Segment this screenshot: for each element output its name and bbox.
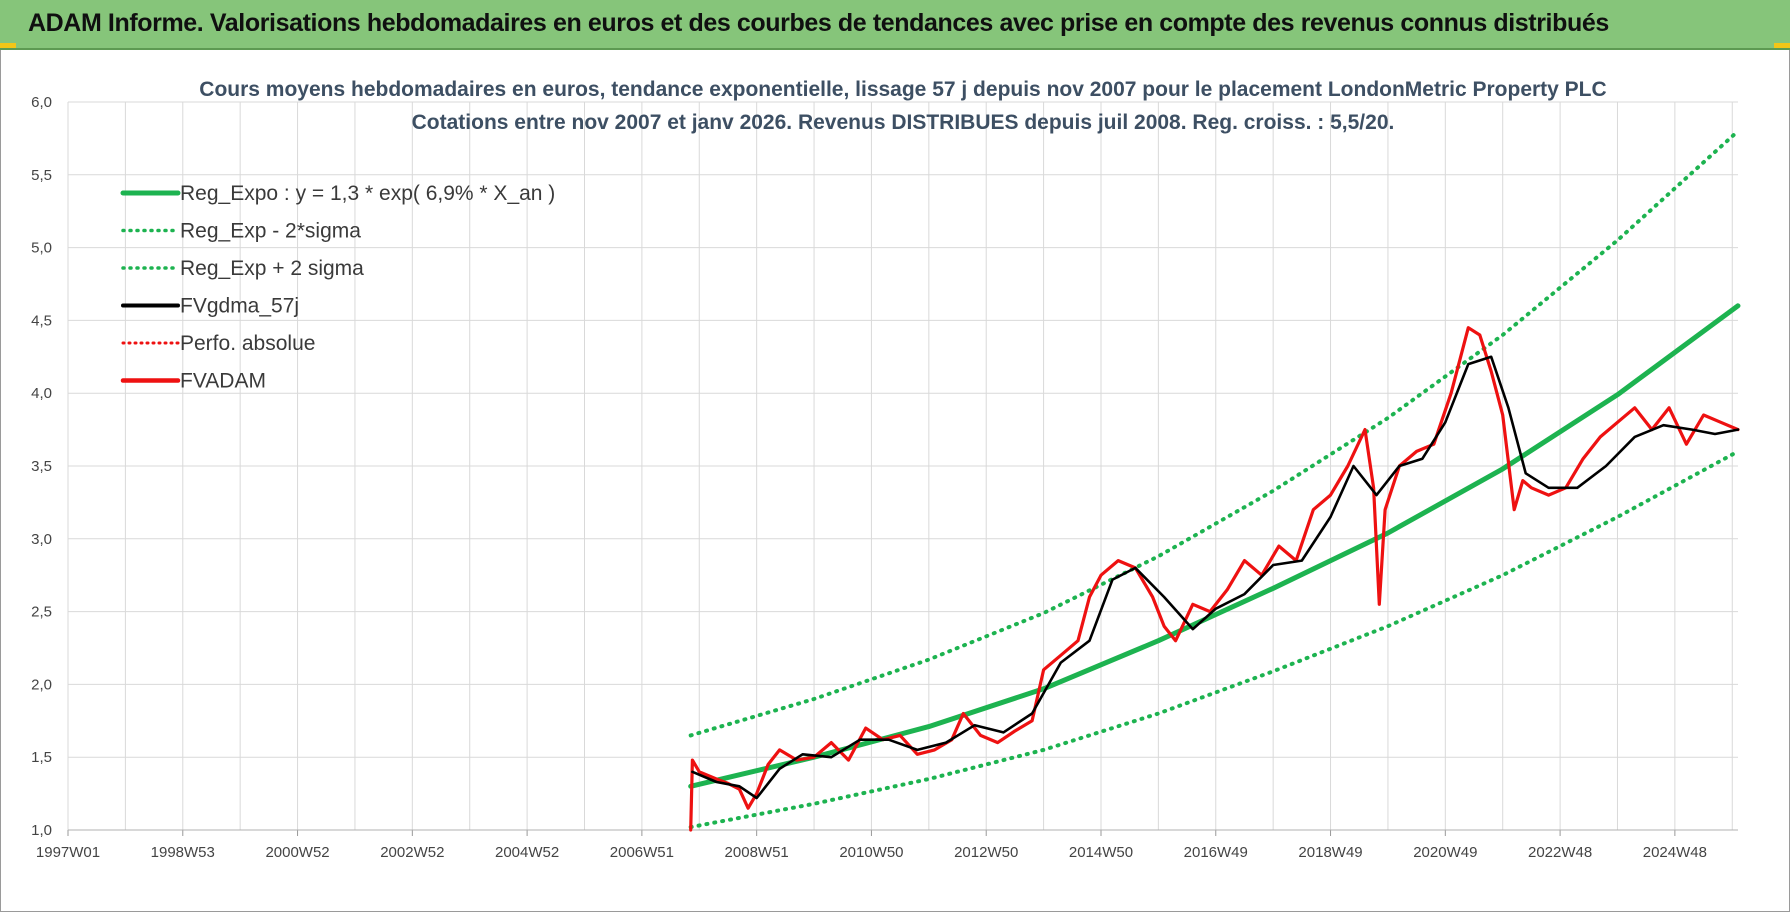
legend-label: Perfo. absolue — [180, 332, 315, 355]
x-tick-label: 1998W53 — [151, 844, 215, 861]
y-tick-label: 4,5 — [31, 312, 52, 329]
x-tick-label: 2014W50 — [1069, 844, 1133, 861]
y-tick-label: 2,0 — [31, 676, 52, 693]
axis-layer: 1,0 1,5 2,0 2,5 3,0 3,5 4,0 4,5 5,0 5,5 6,0 1997W01… — [31, 94, 1738, 861]
legend: Reg_Expo : y = 1,3 * exp( 6,9% * X_an ) R… — [120, 182, 555, 393]
y-tick-label: 3,0 — [31, 531, 52, 548]
x-tick-label: 2010W50 — [839, 844, 903, 861]
grid-layer — [67, 101, 1738, 831]
y-tick-label: 5,0 — [31, 240, 52, 257]
y-tick-label: 3,5 — [31, 458, 52, 475]
y-tick-label: 2,5 — [31, 604, 52, 621]
chart-title-line-2: Cotations entre nov 2007 et janv 2026. R… — [412, 111, 1395, 134]
x-tick-label: 2002W52 — [380, 844, 444, 861]
y-tick-label: 1,0 — [31, 822, 52, 839]
x-tick-label: 2012W50 — [954, 844, 1018, 861]
x-tick-label: 2008W51 — [725, 844, 789, 861]
series-layer — [688, 129, 1741, 832]
y-tick-label: 1,5 — [31, 749, 52, 766]
banner: ADAM Informe. Valorisations hebdomadaire… — [0, 0, 1790, 50]
y-tick-label: 4,0 — [31, 385, 52, 402]
chart-title-line-1: Cours moyens hebdomadaires en euros, ten… — [199, 78, 1606, 101]
x-tick-label: 1997W01 — [36, 844, 100, 861]
legend-label: Reg_Expo : y = 1,3 * exp( 6,9% * X_an ) — [180, 182, 555, 205]
x-tick-label: 2000W52 — [265, 844, 329, 861]
x-tick-label: 2022W48 — [1528, 844, 1592, 861]
series-line-reg_exp — [688, 449, 1740, 830]
series-line-fvgdma_57j — [691, 355, 1740, 800]
x-tick-label: 2018W49 — [1298, 844, 1362, 861]
x-tick-label: 2006W51 — [610, 844, 674, 861]
y-tick-label: 5,5 — [31, 167, 52, 184]
series-line-reg_expo — [688, 303, 1741, 789]
x-tick-label: 2004W52 — [495, 844, 559, 861]
legend-label: FVgdma_57j — [180, 295, 299, 318]
corner-marker-left — [0, 43, 16, 48]
x-tick-label: 2020W49 — [1413, 844, 1477, 861]
x-tick-label: 2016W49 — [1184, 844, 1248, 861]
series-line-reg_exp — [688, 129, 1740, 738]
y-tick-label: 6,0 — [31, 94, 52, 111]
series-line-fvadam — [689, 326, 1740, 832]
banner-title: ADAM Informe. Valorisations hebdomadaire… — [28, 9, 1609, 37]
legend-label: Reg_Exp - 2*sigma — [180, 220, 361, 243]
legend-label: Reg_Exp + 2 sigma — [180, 257, 364, 280]
corner-marker-right — [1774, 43, 1790, 48]
x-tick-label: 2024W48 — [1643, 844, 1707, 861]
chart-title-layer: Cours moyens hebdomadaires en euros, ten… — [199, 78, 1606, 134]
legend-label: FVADAM — [180, 370, 266, 393]
